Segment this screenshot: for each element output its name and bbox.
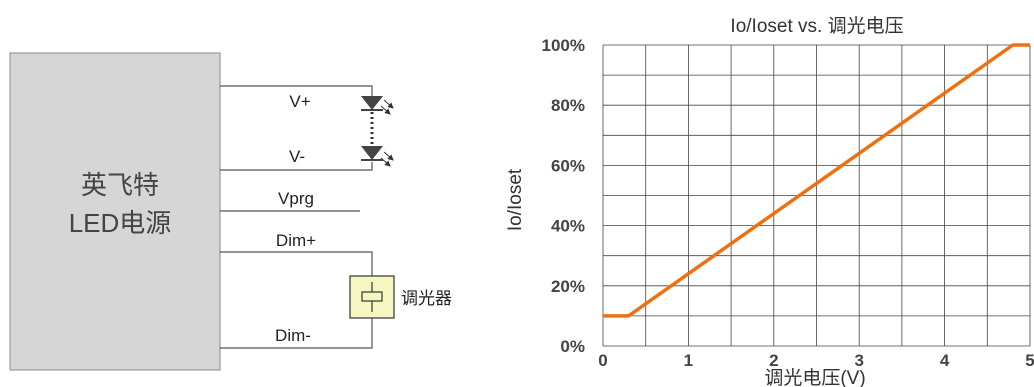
- x-tick-label: 1: [684, 351, 693, 370]
- label-v-plus: V+: [289, 92, 310, 111]
- chart-ticks: 0% 20% 40% 60% 80% 100% 0 1 2 3 4 5: [542, 36, 1034, 370]
- x-tick-label: 2: [769, 351, 778, 370]
- power-supply-name: 英飞特: [81, 170, 159, 200]
- v-minus-wire: [220, 162, 373, 171]
- dim-plus-wire: [220, 251, 373, 276]
- x-tick-label: 4: [940, 351, 950, 370]
- wiring-diagram: 英飞特 LED电源 V+ V- Vprg: [9, 52, 452, 371]
- chart-series: [603, 43, 1030, 318]
- led-top-icon: [361, 96, 394, 115]
- chart-title: Io/Ioset vs. 调光电压: [730, 15, 903, 37]
- y-axis-label: Io/Ioset: [505, 168, 526, 231]
- label-dim-plus: Dim+: [276, 231, 316, 250]
- power-supply-type: LED电源: [69, 208, 172, 238]
- series-line: [603, 43, 1030, 318]
- y-tick-label: 0%: [560, 337, 585, 356]
- y-tick-label: 20%: [551, 277, 585, 296]
- led-bottom-icon: [361, 146, 394, 167]
- x-tick-label: 3: [854, 351, 863, 370]
- label-dim-minus: Dim-: [275, 326, 311, 345]
- x-axis-label: 调光电压(V): [764, 367, 865, 387]
- dimmer-icon: [349, 275, 395, 319]
- chart: Io/Ioset vs. 调光电压 Io/Ioset 调光电压(V) 0% 20%…: [505, 15, 1034, 387]
- y-tick-label: 60%: [551, 156, 585, 175]
- chart-grid: [602, 44, 1031, 347]
- y-tick-label: 100%: [542, 36, 585, 55]
- y-tick-label: 80%: [551, 96, 585, 115]
- power-supply-box: [9, 52, 221, 371]
- x-tick-label: 0: [598, 351, 607, 370]
- label-dimmer: 调光器: [401, 289, 452, 308]
- dim-minus-wire: [220, 318, 373, 349]
- label-v-minus: V-: [289, 147, 305, 166]
- v-plus-wire: [220, 85, 373, 98]
- y-tick-label: 40%: [551, 217, 585, 236]
- label-vprg: Vprg: [278, 189, 314, 208]
- x-tick-label: 5: [1025, 351, 1034, 370]
